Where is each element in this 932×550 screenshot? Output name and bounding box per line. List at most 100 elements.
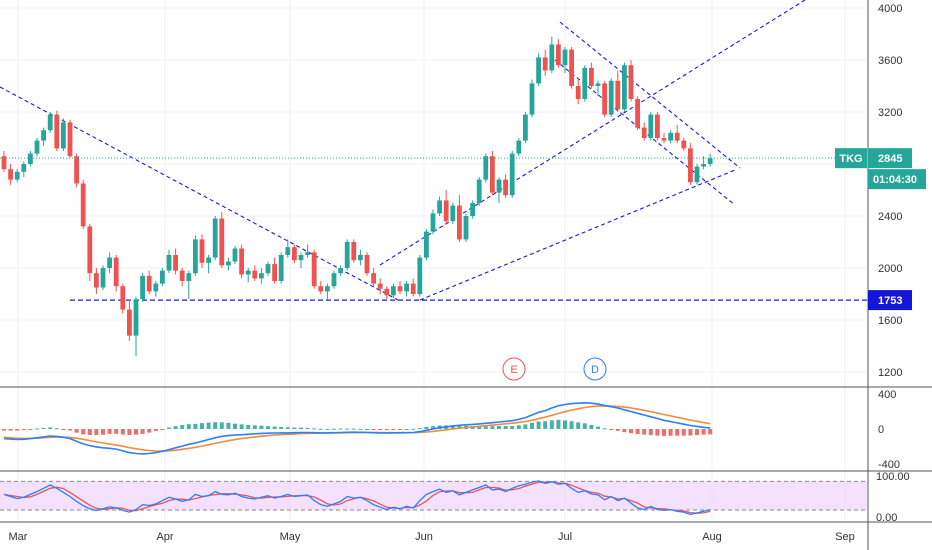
candle-78 <box>516 138 522 157</box>
candle-44 <box>292 244 297 263</box>
candle-98 <box>648 112 654 141</box>
candle-body <box>556 44 561 66</box>
candle-body <box>285 247 291 255</box>
price-axis[interactable]: 400036003200280024002000160012004000-400… <box>876 3 910 524</box>
macd-hist-30 <box>200 423 204 429</box>
candle-body <box>575 86 581 99</box>
candle-63 <box>417 255 423 297</box>
macd-hist-82 <box>543 421 548 429</box>
candle-body <box>542 57 548 71</box>
candle-65 <box>430 209 436 235</box>
candlestick-series <box>1 36 713 357</box>
candle-body <box>516 140 522 154</box>
candle-body <box>318 286 324 292</box>
macd-hist-78 <box>516 425 521 429</box>
candle-33 <box>219 212 225 268</box>
candle-79 <box>523 112 528 144</box>
macd-hist-39 <box>259 425 264 429</box>
candle-57 <box>377 278 383 294</box>
macd-hist-58 <box>384 429 389 430</box>
macd-line <box>3 401 711 455</box>
candle-10 <box>67 119 73 158</box>
macd-hist-74 <box>490 426 495 429</box>
event-label: D <box>591 364 599 376</box>
candle-74 <box>490 151 495 196</box>
grid-lines <box>0 0 867 521</box>
candle-body <box>179 270 185 281</box>
candle-16 <box>107 252 112 274</box>
macd-hist-10 <box>68 429 72 431</box>
macd-hist-96 <box>635 429 640 435</box>
candle-body <box>305 252 310 255</box>
candle-90 <box>595 80 601 97</box>
time-axis[interactable]: Mar Apr May Jun Jul Aug Sep <box>9 531 855 543</box>
macd-hist-100 <box>662 429 666 436</box>
candle-body <box>674 132 680 141</box>
trendline-1 <box>419 169 736 301</box>
macd-hist-37 <box>246 424 251 429</box>
rsi-tick-label: 100.00 <box>876 471 910 483</box>
candle-20 <box>133 296 139 357</box>
candle-2 <box>14 169 20 183</box>
candle-86 <box>569 47 574 89</box>
candle-25 <box>166 249 172 274</box>
price-tags: TKG 2845 01:04:30 1753 <box>835 148 926 311</box>
candle-body <box>28 153 33 164</box>
macd-hist-106 <box>701 429 706 435</box>
candle-71 <box>470 200 475 219</box>
candle-64 <box>424 229 429 261</box>
candle-95 <box>628 60 634 102</box>
candle-body <box>219 218 225 266</box>
candle-18 <box>120 283 126 314</box>
candle-99 <box>655 112 660 141</box>
candle-body <box>562 49 568 66</box>
macd-tick-label: -400 <box>878 459 900 471</box>
candle-body <box>160 270 165 284</box>
candle-58 <box>384 286 390 300</box>
candle-body <box>589 67 594 86</box>
candle-60 <box>397 281 403 294</box>
candle-82 <box>542 49 548 76</box>
candle-body <box>496 179 502 193</box>
candle-1 <box>8 164 13 185</box>
candle-48 <box>318 281 324 294</box>
trendline-0 <box>0 86 399 301</box>
candle-body <box>113 257 119 287</box>
candle-body <box>311 252 317 287</box>
candle-body <box>470 203 475 216</box>
macd-hist-17 <box>114 429 119 434</box>
rsi-panel <box>0 480 867 516</box>
macd-hist-89 <box>589 424 594 429</box>
macd-hist-65 <box>431 426 435 429</box>
candle-47 <box>311 249 317 289</box>
candle-35 <box>232 245 238 265</box>
candle-3 <box>21 161 27 177</box>
candle-body <box>80 183 86 227</box>
candle-body <box>107 257 112 268</box>
candle-body <box>569 49 574 86</box>
macd-hist-9 <box>61 429 66 430</box>
candle-body <box>133 299 139 336</box>
candle-body <box>232 248 238 262</box>
macd-hist-35 <box>233 423 237 429</box>
candle-body <box>688 148 693 183</box>
candle-94 <box>622 62 627 112</box>
candle-39 <box>259 268 264 284</box>
macd-hist-59 <box>391 429 396 430</box>
macd-hist-61 <box>404 429 409 430</box>
time-tick-label: Apr <box>156 531 173 543</box>
macd-hist-7 <box>48 427 53 429</box>
candle-32 <box>212 216 218 261</box>
time-tick-label: Jul <box>558 531 572 543</box>
price-tick-label: 3200 <box>878 107 902 119</box>
macd-hist-42 <box>279 427 284 429</box>
candle-body <box>641 127 647 138</box>
candle-101 <box>668 130 673 144</box>
candle-73 <box>483 153 489 183</box>
candle-52 <box>344 239 350 271</box>
trendline-2 <box>379 0 806 266</box>
time-tick-label: Sep <box>835 531 855 543</box>
candle-40 <box>265 261 271 276</box>
event-circle <box>502 357 526 381</box>
